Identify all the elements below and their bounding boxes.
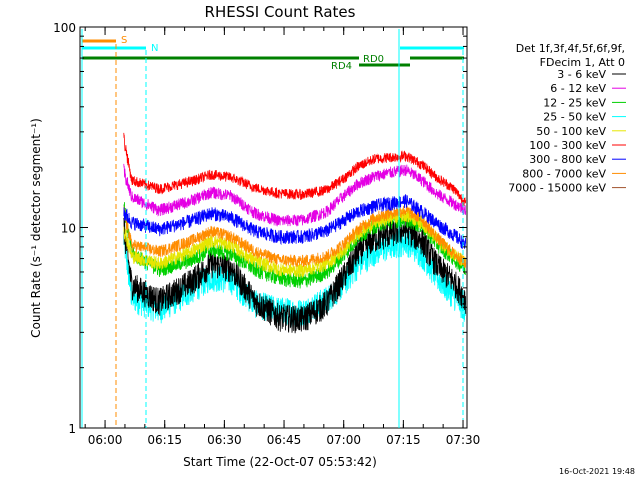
y-axis-label: Count Rate (s⁻¹ detector segment⁻¹) [29,118,43,338]
annotation-rd0: RD0 [363,54,384,65]
legend-header-line-2: FDecim 1, Att 0 [540,56,625,69]
x-tick-label: 07:30 [446,433,481,447]
legend-label: 800 - 7000 keV [522,167,606,180]
series-line-0 [123,217,467,334]
y-tick-label: 10 [61,222,76,236]
legend-label: 50 - 100 keV [536,125,606,138]
legend-label: 7000 - 15000 keV [508,182,606,195]
legend-label: 300 - 800 keV [529,153,606,166]
x-axis-label: Start Time (22-Oct-07 05:53:42) [183,455,377,469]
y-tick-label: 100 [53,21,76,35]
legend-label: 100 - 300 keV [529,139,606,152]
legend: Det 1f,3f,4f,5f,6f,9f, FDecim 1, Att 0 3… [508,42,626,195]
y-tick-label: 1 [68,422,76,436]
chart-title: RHESSI Count Rates [205,3,356,21]
series-line-4 [123,208,467,278]
legend-label: 3 - 6 keV [557,68,606,81]
series-line-6 [123,194,467,250]
instrument-state-bars: S N RD0 RD4 [81,29,464,428]
x-tick-label: 06:00 [88,433,123,447]
annotation-rd4: RD4 [331,61,352,72]
series-group [123,132,467,334]
x-tick-label: 06:15 [147,433,182,447]
legend-label: 25 - 50 keV [543,111,606,124]
x-tick-label: 06:30 [207,433,242,447]
generated-timestamp: 16-Oct-2021 19:48 [559,467,635,476]
series-line-7 [123,204,467,268]
legend-label: 6 - 12 keV [550,82,606,95]
series-line-1 [123,163,467,227]
x-tick-label: 06:45 [267,433,302,447]
annotation-n: N [151,43,158,54]
annotation-s: S [121,35,127,46]
legend-label: 12 - 25 keV [543,96,606,109]
axes-group: 06:00 06:15 06:30 06:45 07:00 07:15 07:30 1 10 10… [53,21,480,447]
x-tick-label: 07:00 [326,433,361,447]
legend-header-line-1: Det 1f,3f,4f,5f,6f,9f, [516,42,625,55]
series-line-5 [123,132,467,207]
x-tick-label: 07:15 [386,433,421,447]
